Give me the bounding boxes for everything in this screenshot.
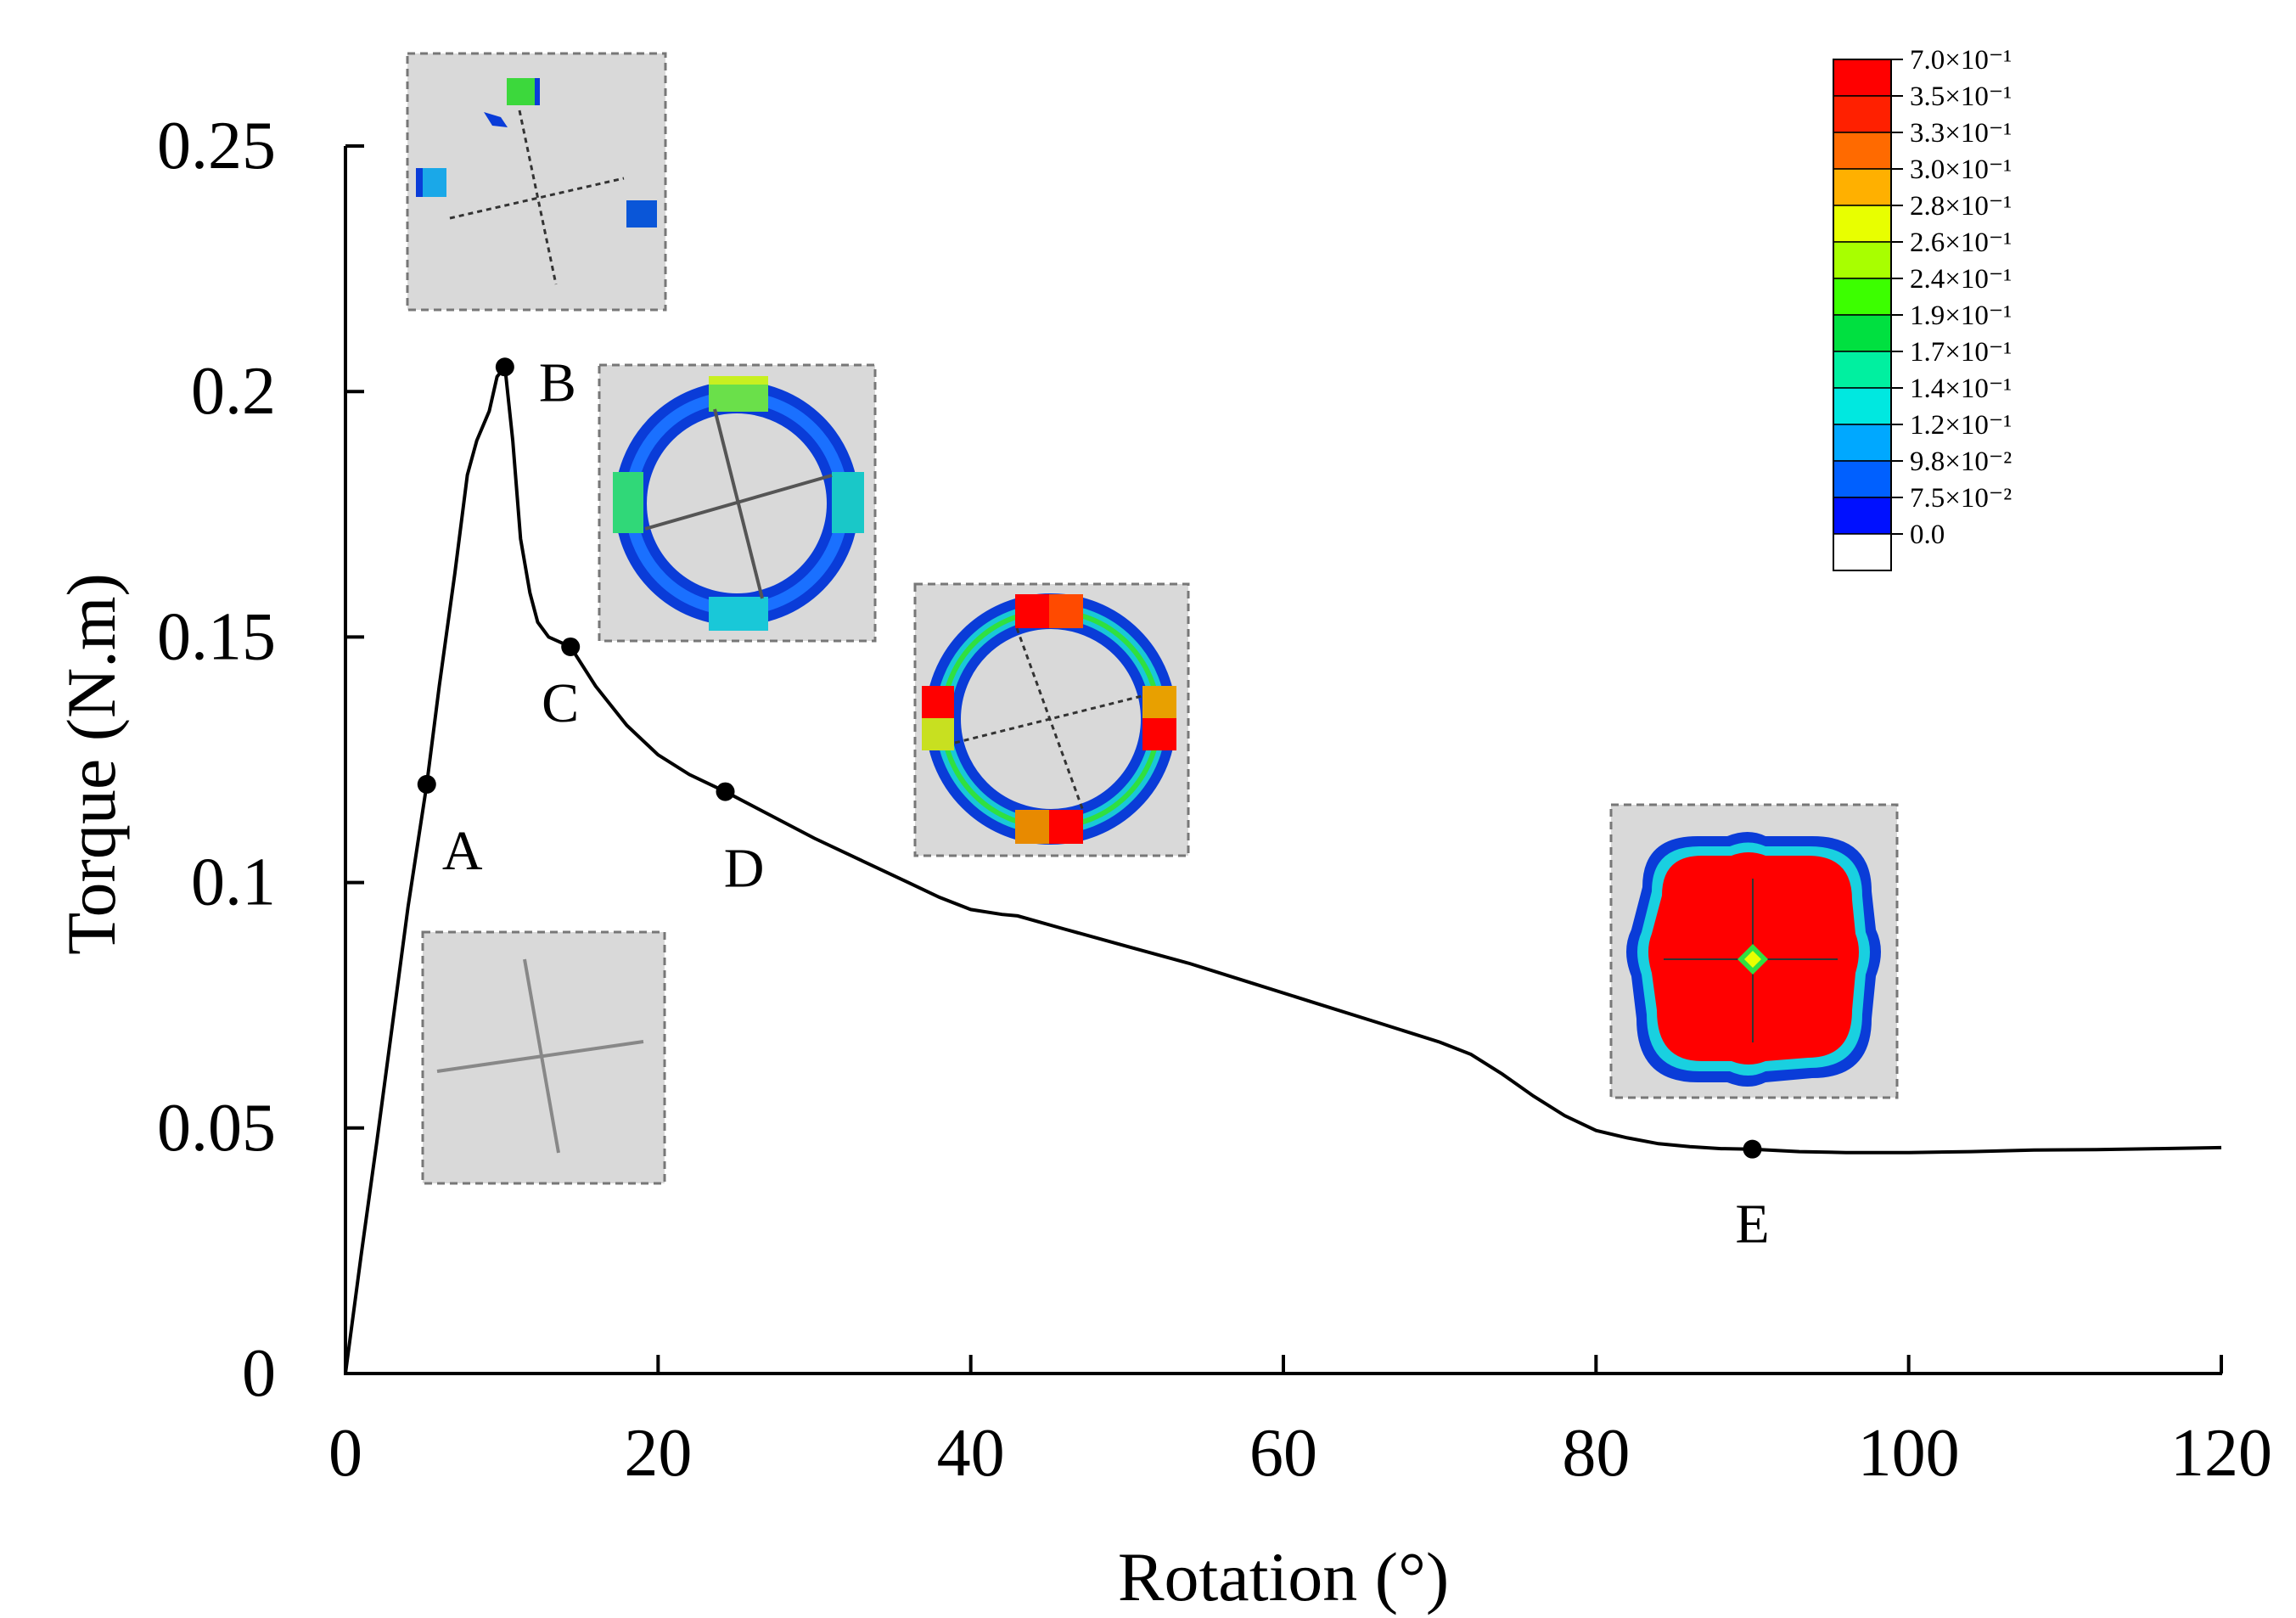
series-line-torque xyxy=(344,362,2222,1374)
legend-label: 2.4×10⁻¹ xyxy=(1910,264,2012,295)
point-label-B: B xyxy=(539,351,576,413)
legend-swatch xyxy=(1833,387,1892,425)
point-label-A: A xyxy=(442,820,483,882)
legend-label: 3.3×10⁻¹ xyxy=(1910,118,2012,149)
legend-swatch xyxy=(1833,168,1892,206)
legend-label: 3.5×10⁻¹ xyxy=(1910,81,2012,112)
y-ticks: 0 0.05 0.1 0.15 0.2 0.25 xyxy=(157,109,364,1411)
axes: 0 20 40 60 80 100 120 0 0.05 0.1 0.15 0.2 0.25 xyxy=(157,109,2272,1491)
legend-label: 1.4×10⁻¹ xyxy=(1910,374,2012,404)
x-tick-label: 80 xyxy=(1562,1416,1630,1491)
legend-swatch xyxy=(1833,132,1892,170)
legend-label: 0.0 xyxy=(1910,520,1945,550)
x-axis-title: Rotation (°) xyxy=(1118,1538,1449,1615)
y-axis-title: Torque (N.m) xyxy=(53,573,130,955)
legend-swatch xyxy=(1833,533,1892,571)
legend-swatch xyxy=(1833,314,1892,352)
legend-swatch xyxy=(1833,241,1892,279)
y-tick-label: 0.1 xyxy=(191,846,276,920)
legend-label: 1.2×10⁻¹ xyxy=(1910,410,2012,441)
inset-E xyxy=(1609,803,1899,1099)
legend-label: 1.9×10⁻¹ xyxy=(1910,301,2012,331)
legend-label: 3.0×10⁻¹ xyxy=(1910,154,2012,185)
legend-label: 9.8×10⁻² xyxy=(1910,447,2012,477)
data-point-E xyxy=(1743,1139,1762,1159)
x-tick-label: 20 xyxy=(624,1416,692,1491)
legend-swatch xyxy=(1833,497,1892,535)
y-tick-label: 0.25 xyxy=(157,109,276,183)
data-points: A B C D E xyxy=(417,351,1770,1256)
x-tick-label: 40 xyxy=(937,1416,1005,1491)
data-point-A xyxy=(417,774,436,794)
y-tick-label: 0 xyxy=(242,1336,276,1411)
data-point-D xyxy=(716,782,735,801)
legend-swatch xyxy=(1833,95,1892,133)
legend-swatch xyxy=(1833,205,1892,243)
inset-D xyxy=(913,582,1190,857)
data-point-B xyxy=(495,357,514,377)
point-label-E: E xyxy=(1735,1194,1769,1256)
inset-B xyxy=(406,52,667,312)
legend-label: 1.7×10⁻¹ xyxy=(1910,337,2012,368)
legend-label: 2.8×10⁻¹ xyxy=(1910,191,2012,222)
point-label-C: C xyxy=(542,672,579,734)
y-tick-label: 0.2 xyxy=(191,354,276,429)
x-tick-label: 120 xyxy=(2170,1416,2272,1491)
inset-C xyxy=(598,363,877,643)
x-tick-label: 100 xyxy=(1858,1416,1960,1491)
point-label-D: D xyxy=(724,838,765,900)
y-tick-label: 0.05 xyxy=(157,1091,276,1166)
legend-swatch xyxy=(1833,460,1892,498)
inset-A xyxy=(421,930,666,1185)
data-point-C xyxy=(561,637,581,656)
y-tick-label: 0.15 xyxy=(157,599,276,674)
x-tick-label: 0 xyxy=(328,1416,362,1491)
x-ticks: 0 20 40 60 80 100 120 xyxy=(328,1355,2272,1491)
legend-swatch xyxy=(1833,59,1892,97)
legend-swatch xyxy=(1833,351,1892,389)
legend-swatch xyxy=(1833,424,1892,462)
legend-label: 2.6×10⁻¹ xyxy=(1910,228,2012,258)
legend-frame xyxy=(1833,59,1892,571)
x-tick-label: 60 xyxy=(1249,1416,1317,1491)
legend-swatch xyxy=(1833,278,1892,316)
legend-label: 7.0×10⁻¹ xyxy=(1910,45,2012,76)
legend: 7.0×10⁻¹ 3.5×10⁻¹ 3.3×10⁻¹ 3.0×10⁻¹ 2.8×10⁻¹… xyxy=(1833,45,2012,571)
legend-label: 7.5×10⁻² xyxy=(1910,483,2012,514)
